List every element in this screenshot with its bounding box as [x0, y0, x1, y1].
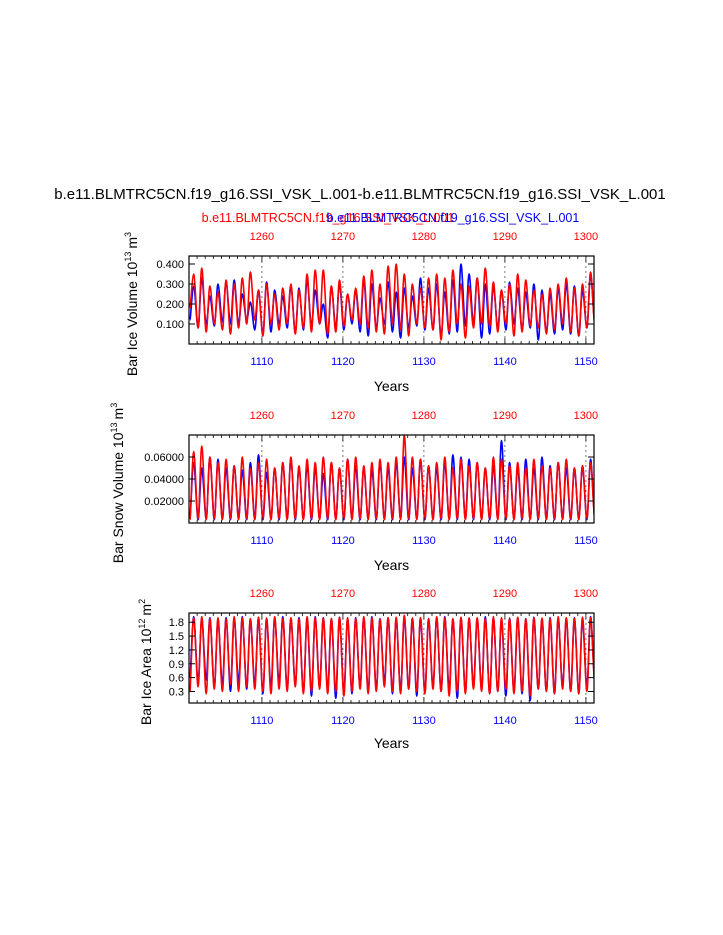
y-tick-label: 0.6 [169, 673, 184, 685]
y-tick-label: 0.06000 [144, 452, 184, 464]
y-tick-label: 0.400 [156, 259, 184, 271]
x-tick-label-top: 1300 [574, 410, 598, 422]
x-tick-label-top: 1300 [574, 231, 598, 243]
panel-3: 0.30.6 0.9 1.2 1.5 1.8 1110 1120 1130 1140 1150 12… [137, 588, 598, 751]
x-tick-label-top: 1270 [331, 410, 355, 422]
x-axis-title: Years [374, 735, 409, 751]
legend-case-red: b.e11.BLMTRC5CN.f19_g16.SSI_VSK_L.001 [202, 211, 455, 225]
y-tick-label: 0.100 [156, 319, 184, 331]
x-tick-label-bottom: 1140 [493, 356, 517, 368]
x-tick-label-bottom: 1150 [574, 356, 598, 368]
y-axis-title-main: Bar Ice Volume 10 [124, 261, 140, 376]
y-tick-label: 0.02000 [144, 496, 184, 508]
y-tick-label: 1.2 [169, 645, 184, 657]
x-tick-label-bottom: 1150 [574, 715, 598, 727]
panel-1: 0.100 0.200 0.300 0.400 1110 1120 1130 1140 1150… [123, 231, 598, 394]
x-tick-label-top: 1280 [412, 588, 436, 600]
x-axis-title: Years [374, 378, 409, 394]
y-axis-title: Bar Snow Volume 1013 m3 [109, 403, 126, 563]
x-tick-label-bottom: 1110 [250, 356, 273, 368]
x-tick-label-bottom: 1110 [250, 715, 273, 727]
chart-title: b.e11.BLMTRC5CN.f19_g16.SSI_VSK_L.001-b.… [54, 186, 665, 203]
y-axis-title-main: Bar Ice Area 10 [138, 628, 154, 725]
y-tick-label: 1.8 [169, 617, 184, 629]
x-tick-label-top: 1260 [250, 588, 274, 600]
x-tick-label-top: 1270 [331, 588, 355, 600]
x-tick-label-top: 1300 [574, 588, 598, 600]
y-axis-title-unit-exponent: 2 [137, 599, 147, 604]
y-axis-title-exponent: 13 [123, 252, 133, 262]
series-line-red [189, 435, 594, 521]
x-tick-label-top: 1270 [331, 231, 355, 243]
y-axis-title-unit: m [110, 408, 126, 420]
x-tick-label-bottom: 1140 [493, 535, 517, 547]
y-axis-title-exponent: 12 [137, 619, 147, 629]
x-tick-label-bottom: 1130 [412, 715, 436, 727]
series-line-red [189, 263, 594, 341]
y-axis-title-unit: m [124, 237, 140, 249]
x-tick-label-top: 1260 [250, 410, 274, 422]
series-line-red [189, 614, 594, 697]
x-tick-label-bottom: 1120 [331, 715, 355, 727]
x-tick-label-top: 1260 [250, 231, 274, 243]
x-tick-label-top: 1290 [493, 231, 517, 243]
y-tick-label: 0.04000 [144, 474, 184, 486]
y-tick-label: 0.9 [169, 659, 184, 671]
x-tick-label-bottom: 1110 [250, 535, 273, 547]
y-tick-label: 1.5 [169, 631, 184, 643]
x-tick-label-bottom: 1130 [412, 535, 436, 547]
y-axis-title: Bar Ice Volume 1013 m3 [123, 232, 140, 376]
y-axis-title-main: Bar Snow Volume 10 [110, 432, 126, 563]
y-tick-label: 0.200 [156, 299, 184, 311]
panel-2: 0.02000 0.04000 0.06000 1110 1120 1130 1140 115… [109, 403, 598, 573]
y-axis-title-unit-exponent: 3 [123, 232, 133, 237]
x-axis-title: Years [374, 557, 409, 573]
y-axis-title-unit: m [138, 604, 154, 616]
x-tick-label-bottom: 1120 [331, 535, 355, 547]
y-axis-title: Bar Ice Area 1012 m2 [137, 599, 154, 725]
x-tick-label-top: 1290 [493, 410, 517, 422]
x-tick-label-bottom: 1140 [493, 715, 517, 727]
y-tick-label: 0.3 [169, 686, 184, 698]
x-tick-label-bottom: 1150 [574, 535, 598, 547]
x-tick-label-top: 1280 [412, 410, 436, 422]
y-tick-label: 0.300 [156, 279, 184, 291]
legend-case-blue: b.e11.BLMTRC5CN.f19_g16.SSI_VSK_L.001 [327, 211, 580, 225]
x-tick-label-bottom: 1130 [412, 356, 436, 368]
y-axis-title-unit-exponent: 3 [109, 403, 119, 408]
x-tick-label-top: 1280 [412, 231, 436, 243]
x-tick-label-top: 1290 [493, 588, 517, 600]
y-axis-title-exponent: 13 [109, 422, 119, 432]
x-tick-label-bottom: 1120 [331, 356, 355, 368]
